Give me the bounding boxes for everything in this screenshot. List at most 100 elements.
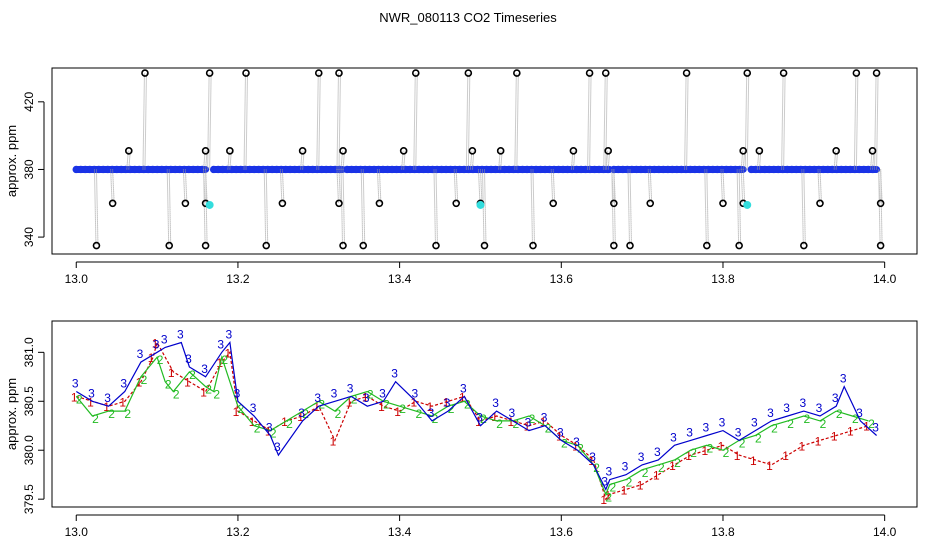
mid-high-point [755, 147, 764, 155]
highlight-point [476, 200, 485, 209]
mid-low-spike-line [477, 169, 481, 204]
high-point [872, 69, 881, 77]
baseline-point [295, 165, 303, 174]
low-point [610, 241, 618, 250]
high-point [205, 69, 214, 77]
top-y-axis-label: approx. ppm [4, 125, 19, 197]
high-point [513, 69, 521, 77]
low-spike-line [93, 169, 97, 246]
low-point [735, 241, 743, 250]
mid-low-spike-line [281, 169, 285, 204]
low-spike-line [532, 169, 536, 246]
high-spike-line [876, 73, 879, 170]
series-1-marker: 1 [524, 420, 531, 434]
series-3-marker: 3 [525, 416, 532, 430]
series-2-marker: 2 [238, 402, 245, 416]
baseline-point [586, 165, 594, 174]
series-2-marker: 2 [286, 417, 293, 431]
series-2-marker: 2 [448, 402, 455, 416]
series-3-marker: 3 [217, 337, 224, 351]
baseline-point [752, 165, 760, 174]
series-2-marker: 2 [868, 417, 875, 431]
baseline-point [541, 165, 549, 174]
series-1-marker: 1 [119, 395, 126, 409]
series-3-marker: 3 [391, 367, 398, 381]
baseline-point [709, 165, 717, 174]
baseline-point [140, 165, 148, 174]
baseline-point [451, 165, 459, 174]
baseline-point [673, 165, 681, 174]
series-2-marker: 2 [512, 417, 519, 431]
baseline-point [343, 165, 351, 174]
baseline-point [446, 165, 455, 174]
high-spike-line [245, 73, 249, 170]
mid-low-spike-line [203, 169, 206, 204]
baseline-point [623, 165, 632, 174]
baseline-point [153, 165, 161, 174]
high-point [743, 69, 752, 77]
highlight-point [743, 200, 752, 209]
series-2-marker: 2 [108, 407, 115, 421]
series-2-marker: 2 [852, 412, 859, 426]
baseline-point [761, 165, 769, 174]
baseline-point [383, 165, 392, 174]
baseline-point [619, 165, 627, 174]
series-2-marker: 2 [658, 461, 665, 475]
series-2-marker: 2 [318, 397, 325, 411]
series-3-marker: 3 [363, 391, 370, 405]
series-2-marker: 2 [415, 407, 422, 421]
baseline-point [563, 165, 572, 174]
baseline-point [632, 165, 641, 174]
low-spike-line [435, 169, 438, 246]
high-spike-line [144, 73, 147, 170]
baseline-point [77, 165, 85, 174]
mid-low-point [108, 199, 117, 208]
baseline-point [731, 165, 740, 174]
mid-high-point [569, 147, 578, 155]
mid-low-spike-line [205, 169, 208, 204]
baseline-point [815, 165, 823, 174]
series-1-marker: 1 [103, 400, 110, 414]
baseline-point [595, 165, 603, 174]
baseline-point [72, 165, 80, 174]
series-3-marker: 3 [428, 406, 435, 420]
high-spike-line [746, 73, 750, 170]
series-2-marker: 2 [464, 397, 471, 411]
series-1-marker: 1 [378, 400, 385, 414]
series-2-marker: 2 [367, 387, 374, 401]
baseline-point [655, 165, 663, 174]
low-point [529, 241, 537, 250]
mid-low-spike-line [453, 169, 457, 204]
series-3-marker: 3 [153, 337, 160, 351]
series-1-marker: 1 [410, 395, 417, 409]
low-spike-line [340, 169, 344, 246]
series-2-marker: 2 [605, 490, 612, 504]
mid-low-spike-line [112, 169, 115, 204]
baseline-point [806, 165, 814, 174]
series-2-marker: 2 [577, 441, 584, 455]
baseline-point [424, 165, 432, 174]
baseline-point [810, 165, 818, 174]
baseline-point [322, 165, 330, 174]
bottom-x-tick-label: 13.0 [65, 525, 89, 539]
mid-low-spike-line [184, 169, 188, 204]
bottom-axes: 13.0 13.2 13.4 13.6 13.8 14.0 379.5 380.0 380.5 3… [22, 337, 897, 539]
series-2-marker: 2 [820, 417, 827, 431]
baseline-point [227, 165, 236, 174]
series-3-marker: 3 [137, 347, 144, 361]
series-1-marker: 1 [491, 410, 498, 424]
baseline-point [460, 165, 468, 174]
low-point [201, 241, 210, 250]
mid-low-spike-line [613, 169, 616, 204]
mid-low-spike-line [376, 169, 380, 204]
baseline-point [117, 165, 125, 174]
baseline-point [335, 165, 344, 174]
low-spike-line [736, 169, 740, 246]
baseline-point [572, 165, 581, 174]
baseline-point [682, 165, 690, 174]
bottom-y-axis-label: approx. ppm [4, 378, 19, 450]
baseline-point [419, 165, 428, 174]
top-y-tick-label: 420 [22, 91, 36, 111]
baseline-point [388, 165, 396, 174]
